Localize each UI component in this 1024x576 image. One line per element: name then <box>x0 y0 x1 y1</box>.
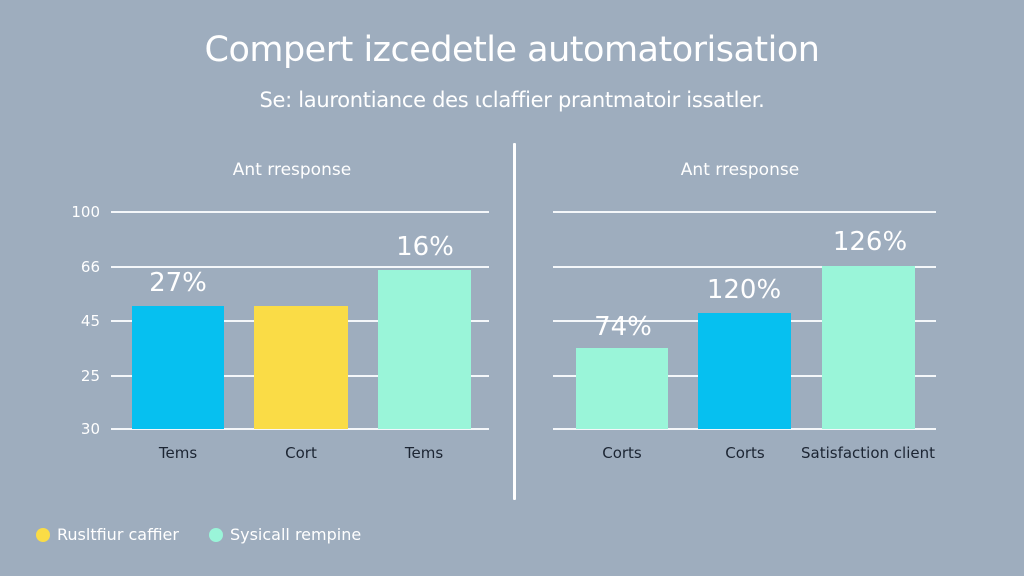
right-chart-title: Ant rresponse <box>680 160 800 180</box>
legend-item: Rusltfiur caffier <box>36 525 179 544</box>
bar-tems-2 <box>378 270 471 429</box>
legend-dot-mint-icon <box>208 527 223 542</box>
chart-subtitle: Se: laurontiance des ιclaffier prantmato… <box>259 88 765 112</box>
bar-corts-2 <box>698 313 791 429</box>
gridline <box>553 211 936 213</box>
y-tick: 30 <box>80 420 100 438</box>
legend-label: Sysicall rempine <box>229 525 362 544</box>
legend-label: Rusltfiur caffier <box>57 525 179 544</box>
bar-value-label: 16% <box>396 232 454 262</box>
x-label: Tems <box>158 444 198 462</box>
x-label: Tems <box>404 444 444 462</box>
left-chart-title: Ant rresponse <box>232 160 352 180</box>
y-tick: 45 <box>80 312 100 330</box>
gridline <box>111 211 489 213</box>
bar-tems-1 <box>132 306 224 429</box>
y-tick: 66 <box>80 258 100 276</box>
bar-value-label: 120% <box>706 275 782 305</box>
legend: Rusltfiur caffier Sysicall rempine <box>36 525 391 544</box>
chart-title: Compert izcedetle automatorisation <box>204 30 820 70</box>
baseline <box>111 428 489 430</box>
bar-value-label: 126% <box>832 227 908 257</box>
gridline <box>111 266 489 268</box>
panel-divider <box>513 143 516 500</box>
bar-satisfaction-client <box>822 266 915 429</box>
y-tick: 25 <box>80 367 100 385</box>
x-label: Satisfaction client <box>801 444 935 462</box>
gridline <box>553 266 936 268</box>
legend-dot-yellow-icon <box>36 527 50 542</box>
x-label: Corts <box>725 444 765 462</box>
x-label: Corts <box>602 444 642 462</box>
bar-value-label: 74% <box>594 312 652 342</box>
y-tick: 100 <box>71 203 100 221</box>
x-label: Cort <box>285 444 317 462</box>
legend-item: Sysicall rempine <box>208 525 362 544</box>
bar-corts-1 <box>576 348 668 429</box>
baseline <box>553 428 936 430</box>
bar-cort <box>254 306 348 429</box>
bar-value-label: 27% <box>149 268 207 298</box>
